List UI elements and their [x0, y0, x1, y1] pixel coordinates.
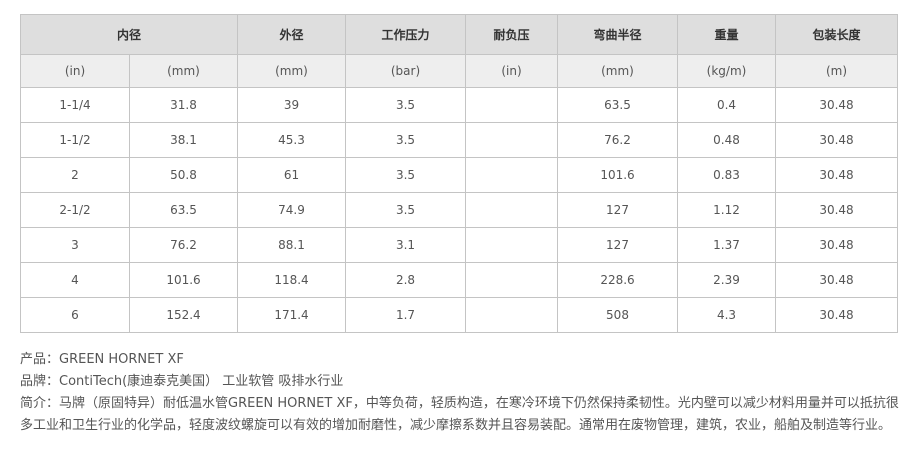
table-cell: 74.9	[237, 192, 346, 228]
table-cell: 0.4	[677, 87, 776, 123]
unit-cell: (bar)	[345, 54, 466, 88]
column-header: 外径	[237, 14, 346, 55]
table-cell: 45.3	[237, 122, 346, 158]
table-cell	[465, 87, 558, 123]
table-cell: 31.8	[129, 87, 238, 123]
table-cell	[465, 297, 558, 333]
table-cell: 508	[557, 297, 678, 333]
table-cell: 1.37	[677, 227, 776, 263]
table-cell: 4	[20, 262, 130, 298]
table-cell: 63.5	[129, 192, 238, 228]
table-cell: 76.2	[129, 227, 238, 263]
column-header: 包装长度	[775, 14, 898, 55]
unit-cell: (in)	[20, 54, 130, 88]
table-cell: 30.48	[775, 122, 898, 158]
unit-cell: (kg/m)	[677, 54, 776, 88]
table-cell: 30.48	[775, 227, 898, 263]
table-body: 1-1/4 31.8 39 3.5 63.5 0.4 30.48 1-1/2 38.1 45.3 3…	[20, 87, 898, 333]
table-cell: 1-1/4	[20, 87, 130, 123]
table-cell: 118.4	[237, 262, 346, 298]
table-cell: 61	[237, 157, 346, 193]
table-cell: 1-1/2	[20, 122, 130, 158]
table-cell: 38.1	[129, 122, 238, 158]
table-row: 2-1/2 63.5 74.9 3.5 127 1.12 30.48	[20, 192, 898, 228]
table-cell: 88.1	[237, 227, 346, 263]
table-row: 6 152.4 171.4 1.7 508 4.3 30.48	[20, 297, 898, 333]
column-header: 弯曲半径	[557, 14, 678, 55]
table-cell: 171.4	[237, 297, 346, 333]
table-cell: 2.8	[345, 262, 466, 298]
table-row: 4 101.6 118.4 2.8 228.6 2.39 30.48	[20, 262, 898, 298]
table-cell: 1.12	[677, 192, 776, 228]
table-cell: 152.4	[129, 297, 238, 333]
table-cell: 2.39	[677, 262, 776, 298]
unit-cell: (m)	[775, 54, 898, 88]
unit-cell: (mm)	[129, 54, 238, 88]
table-row: 1-1/4 31.8 39 3.5 63.5 0.4 30.48	[20, 87, 898, 123]
table-cell: 0.83	[677, 157, 776, 193]
product-brand: 品牌：ContiTech(康迪泰克美国） 工业软管 吸排水行业	[20, 374, 344, 389]
table-cell: 50.8	[129, 157, 238, 193]
table-cell: 30.48	[775, 262, 898, 298]
table-cell: 2	[20, 157, 130, 193]
unit-cell: (mm)	[557, 54, 678, 88]
table-cell: 127	[557, 227, 678, 263]
product-description: 产品：GREEN HORNET XF 品牌：ContiTech(康迪泰克美国） …	[20, 349, 900, 437]
column-header: 耐负压	[465, 14, 558, 55]
table-cell: 63.5	[557, 87, 678, 123]
table-cell: 101.6	[557, 157, 678, 193]
table-cell: 3.5	[345, 157, 466, 193]
table-cell: 0.48	[677, 122, 776, 158]
table-cell: 39	[237, 87, 346, 123]
table-cell: 3.5	[345, 122, 466, 158]
product-name: 产品：GREEN HORNET XF	[20, 352, 184, 367]
table-cell: 2-1/2	[20, 192, 130, 228]
units-row: (in) (mm) (mm) (bar) (in) (mm) (kg/m) (m)	[20, 54, 898, 88]
table-cell	[465, 192, 558, 228]
table-cell: 30.48	[775, 87, 898, 123]
table-cell: 76.2	[557, 122, 678, 158]
unit-cell: (in)	[465, 54, 558, 88]
table-cell: 3	[20, 227, 130, 263]
table-cell: 127	[557, 192, 678, 228]
spec-table: 内径 外径 工作压力 耐负压 弯曲半径 重量 包装长度 (in) (mm) (mm) (bar)(…	[20, 14, 898, 333]
table-cell: 6	[20, 297, 130, 333]
table-cell: 3.1	[345, 227, 466, 263]
table-cell	[465, 157, 558, 193]
table-cell: 30.48	[775, 192, 898, 228]
table-cell: 30.48	[775, 297, 898, 333]
header-row: 内径 外径 工作压力 耐负压 弯曲半径 重量 包装长度	[20, 14, 898, 55]
product-intro: 简介：马牌（原固特异）耐低温水管GREEN HORNET XF，中等负荷，轻质构…	[20, 396, 899, 433]
table-cell: 4.3	[677, 297, 776, 333]
unit-cell: (mm)	[237, 54, 346, 88]
table-cell: 3.5	[345, 87, 466, 123]
table-row: 2 50.8 61 3.5 101.6 0.83 30.48	[20, 157, 898, 193]
column-header: 工作压力	[345, 14, 466, 55]
table-row: 3 76.2 88.1 3.1 127 1.37 30.48	[20, 227, 898, 263]
table-cell: 3.5	[345, 192, 466, 228]
table-cell	[465, 122, 558, 158]
table-cell	[465, 227, 558, 263]
table-cell: 30.48	[775, 157, 898, 193]
table-cell: 228.6	[557, 262, 678, 298]
table-row: 1-1/2 38.1 45.3 3.5 76.2 0.48 30.48	[20, 122, 898, 158]
table-cell: 1.7	[345, 297, 466, 333]
table-cell	[465, 262, 558, 298]
column-header: 内径	[20, 14, 238, 55]
column-header: 重量	[677, 14, 776, 55]
table-cell: 101.6	[129, 262, 238, 298]
